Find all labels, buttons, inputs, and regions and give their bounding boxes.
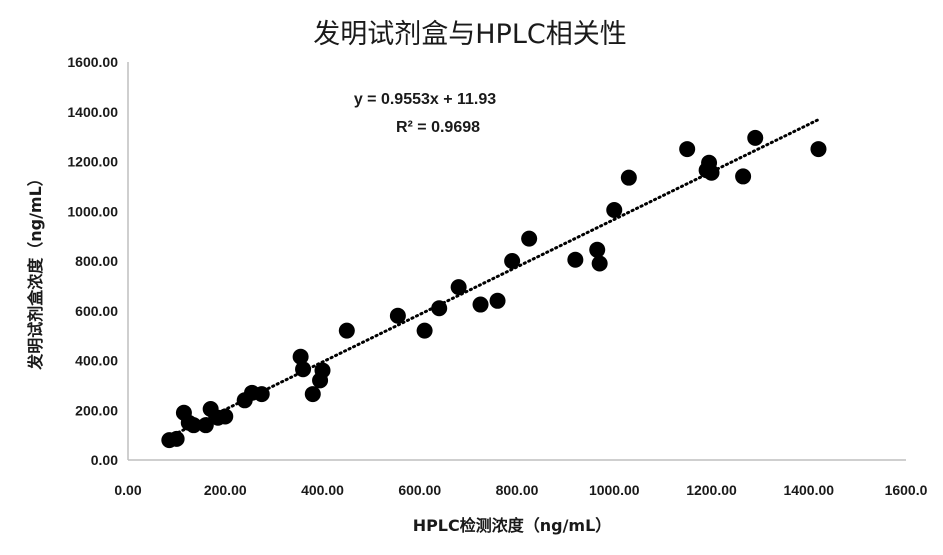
x-tick-label: 1400.00 <box>783 482 834 498</box>
y-tick-label: 800.00 <box>75 253 118 269</box>
x-tick-label: 0.00 <box>114 482 141 498</box>
data-point <box>747 130 763 146</box>
y-tick-label: 200.00 <box>75 402 118 418</box>
data-point <box>451 279 467 295</box>
data-point <box>295 361 311 377</box>
data-point <box>606 202 622 218</box>
data-point <box>735 168 751 184</box>
y-axis-label: 发明试剂盒浓度（ng/mL） <box>26 170 45 371</box>
data-point <box>169 431 185 447</box>
x-tick-label: 200.00 <box>204 482 247 498</box>
plot-area: 0.00 200.00 400.00 600.00 800.00 1000.00 1200.… <box>67 54 927 498</box>
data-point <box>567 252 583 268</box>
data-points <box>161 130 826 448</box>
data-point <box>339 323 355 339</box>
r-squared-label: R² = 0.9698 <box>396 119 480 136</box>
data-point <box>592 255 608 271</box>
data-point <box>217 408 233 424</box>
y-tick-label: 1600.00 <box>67 54 118 70</box>
x-tick-label: 800.00 <box>496 482 539 498</box>
data-point <box>810 141 826 157</box>
data-point <box>254 386 270 402</box>
chart-title: 发明试剂盒与HPLC相关性 <box>313 19 626 50</box>
y-tick-label: 600.00 <box>75 303 118 319</box>
data-point <box>417 323 433 339</box>
y-tick-label: 1200.00 <box>67 154 118 170</box>
trendline-equation: y = 0.9553x + 11.93 <box>354 91 496 108</box>
x-tick-label: 1000.00 <box>589 482 640 498</box>
x-tick-label: 1200.00 <box>686 482 737 498</box>
y-tick-label: 400.00 <box>75 353 118 369</box>
data-point <box>589 242 605 258</box>
data-point <box>504 253 520 269</box>
data-point <box>431 300 447 316</box>
x-tick-label: 600.00 <box>398 482 441 498</box>
data-point <box>521 231 537 247</box>
y-tick-labels: 0.00 200.00 400.00 600.00 800.00 1000.00 1200.… <box>67 54 118 468</box>
data-point <box>621 170 637 186</box>
data-point <box>490 293 506 309</box>
data-point <box>305 386 321 402</box>
data-point <box>390 308 406 324</box>
data-point <box>473 297 489 313</box>
x-tick-labels: 0.00 200.00 400.00 600.00 800.00 1000.00 1200.… <box>114 482 927 498</box>
y-tick-label: 0.00 <box>91 452 118 468</box>
data-point <box>704 165 720 181</box>
y-tick-label: 1000.00 <box>67 203 118 219</box>
data-point <box>679 141 695 157</box>
x-tick-label: 400.00 <box>301 482 344 498</box>
x-tick-label: 1600.0 <box>885 482 928 498</box>
data-point <box>315 362 331 378</box>
x-axis-label: HPLC检测浓度（ng/mL） <box>413 516 612 535</box>
y-tick-label: 1400.00 <box>67 104 118 120</box>
